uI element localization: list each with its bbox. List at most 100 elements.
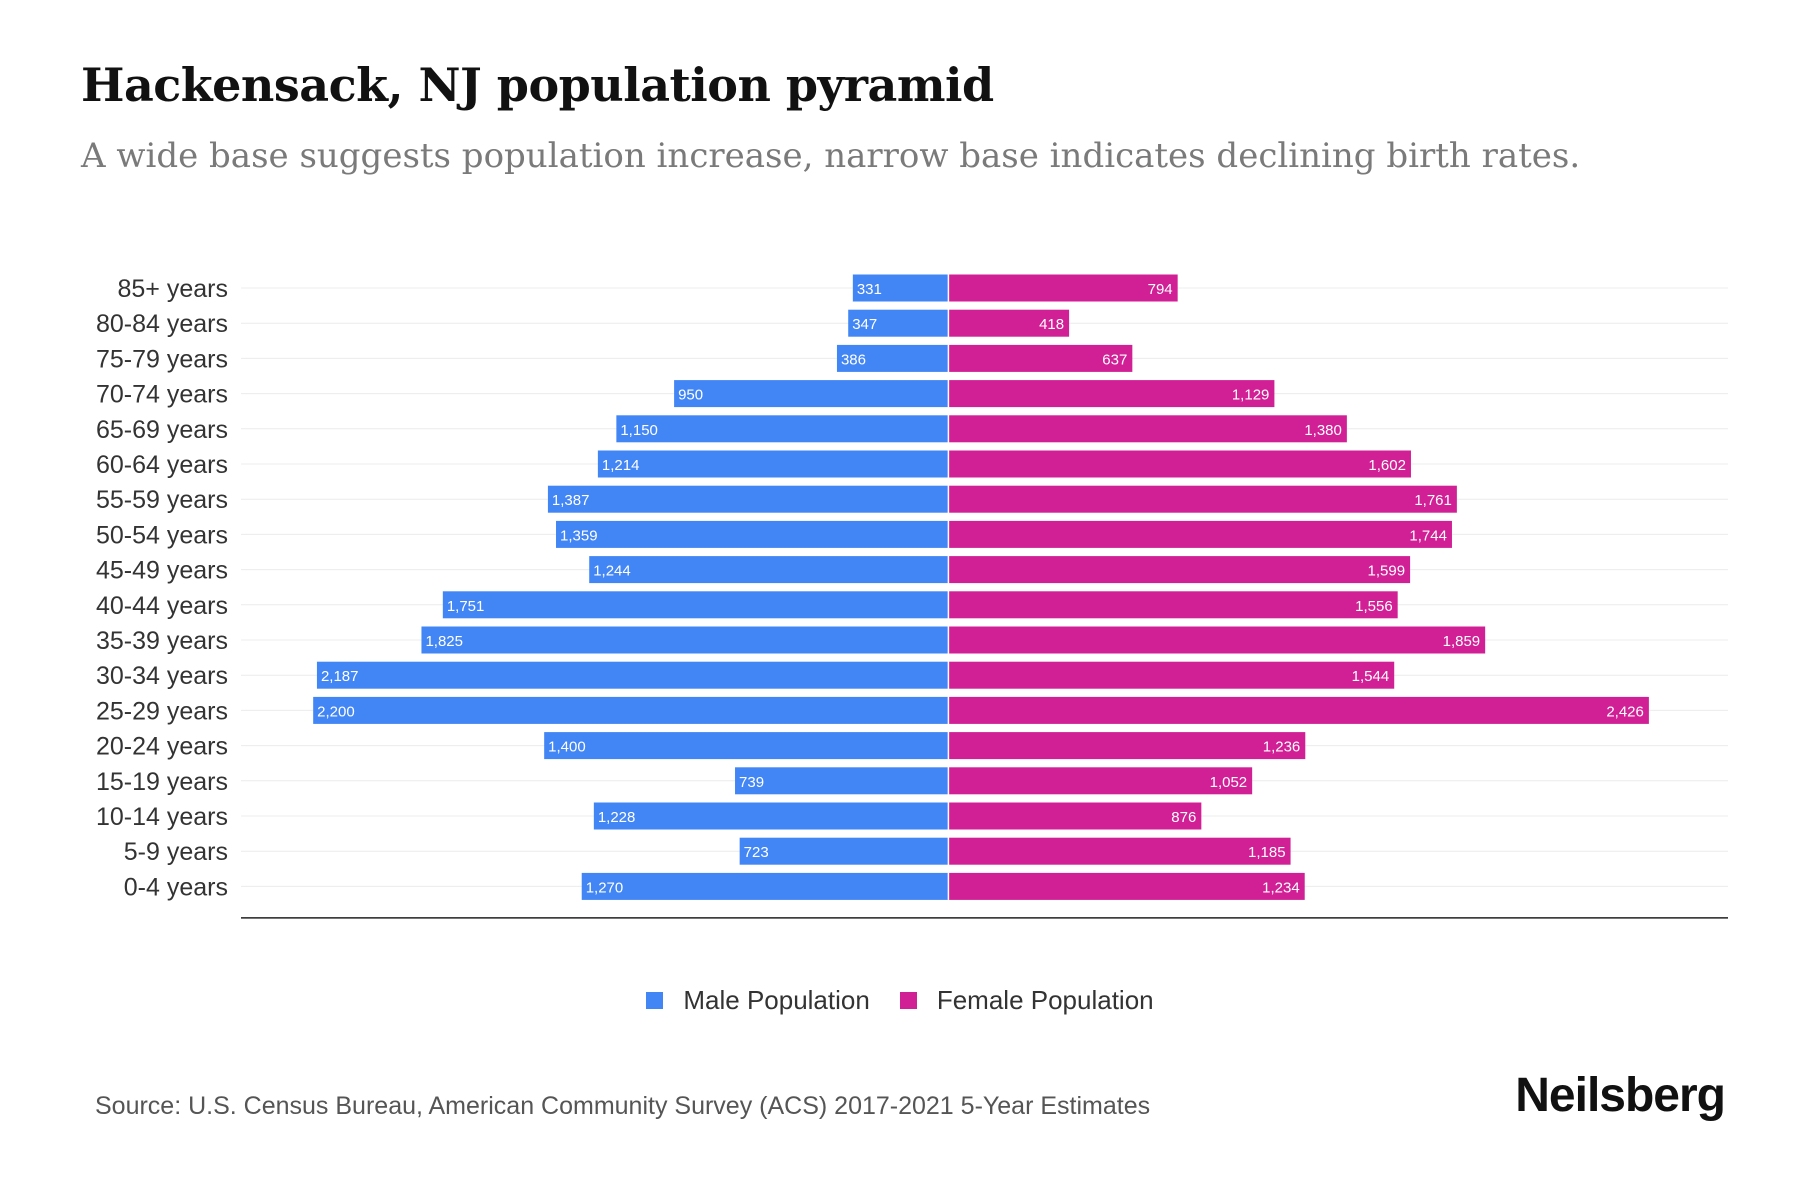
chart-legend: Male Population Female Population bbox=[0, 985, 1800, 1016]
male-bar bbox=[544, 732, 949, 760]
female-bar bbox=[948, 415, 1347, 443]
male-bar bbox=[547, 485, 949, 513]
male-bar bbox=[581, 872, 949, 900]
female-value-label: 2,426 bbox=[1606, 703, 1644, 720]
chart-title: Hackensack, NJ population pyramid bbox=[81, 58, 994, 112]
male-bar bbox=[836, 344, 949, 372]
male-value-label: 1,825 bbox=[425, 633, 463, 650]
female-bar bbox=[948, 450, 1411, 478]
female-bar bbox=[948, 556, 1411, 584]
male-value-label: 2,187 bbox=[321, 668, 359, 685]
male-value-label: 1,751 bbox=[447, 598, 485, 615]
male-bar bbox=[421, 626, 949, 654]
category-label: 10-14 years bbox=[96, 803, 228, 831]
category-label: 60-64 years bbox=[96, 451, 228, 479]
male-bar bbox=[852, 274, 949, 302]
male-value-label: 1,244 bbox=[593, 563, 631, 580]
chart-subtitle: A wide base suggests population increase… bbox=[81, 136, 1581, 176]
male-bar bbox=[313, 696, 949, 724]
category-label: 30-34 years bbox=[96, 662, 228, 690]
male-bar bbox=[556, 520, 949, 548]
female-bar bbox=[948, 485, 1457, 513]
female-value-label: 1,859 bbox=[1443, 633, 1481, 650]
male-bar bbox=[735, 767, 949, 795]
female-value-label: 1,380 bbox=[1304, 422, 1342, 439]
male-bar bbox=[674, 380, 949, 408]
female-value-label: 637 bbox=[1102, 351, 1127, 368]
female-bar bbox=[948, 696, 1649, 724]
female-value-label: 1,602 bbox=[1368, 457, 1406, 474]
male-value-label: 723 bbox=[744, 844, 769, 861]
category-label: 20-24 years bbox=[96, 733, 228, 761]
female-value-label: 418 bbox=[1039, 316, 1064, 333]
female-bar bbox=[948, 837, 1291, 865]
category-label: 40-44 years bbox=[96, 592, 228, 620]
legend-item-female[interactable]: Female Population bbox=[899, 985, 1154, 1016]
male-bar bbox=[589, 556, 949, 584]
male-value-label: 739 bbox=[739, 774, 764, 791]
male-bar bbox=[442, 591, 949, 619]
source-note: Source: U.S. Census Bureau, American Com… bbox=[95, 1092, 1151, 1120]
category-label: 45-49 years bbox=[96, 557, 228, 585]
category-label: 0-4 years bbox=[124, 873, 228, 901]
female-bar bbox=[948, 344, 1133, 372]
female-bar bbox=[948, 274, 1178, 302]
male-bar bbox=[616, 415, 949, 443]
legend-swatch-female bbox=[899, 992, 917, 1009]
female-value-label: 1,761 bbox=[1414, 492, 1452, 509]
female-bar bbox=[948, 767, 1253, 795]
male-value-label: 1,150 bbox=[620, 422, 658, 439]
male-value-label: 950 bbox=[678, 387, 703, 404]
male-value-label: 1,387 bbox=[552, 492, 590, 509]
category-label: 55-59 years bbox=[96, 486, 228, 514]
male-value-label: 1,228 bbox=[598, 809, 636, 826]
male-value-label: 386 bbox=[841, 351, 866, 368]
female-value-label: 1,744 bbox=[1409, 527, 1447, 544]
legend-swatch-male bbox=[646, 992, 664, 1009]
brand-logo[interactable]: Neilsberg bbox=[1515, 1069, 1726, 1122]
female-value-label: 1,236 bbox=[1263, 739, 1301, 756]
category-label: 85+ years bbox=[118, 275, 229, 303]
female-value-label: 1,234 bbox=[1262, 879, 1300, 896]
female-bar bbox=[948, 591, 1398, 619]
male-value-label: 1,214 bbox=[602, 457, 640, 474]
female-bar bbox=[948, 661, 1395, 689]
female-bar bbox=[948, 872, 1305, 900]
category-label: 65-69 years bbox=[96, 416, 228, 444]
male-bar bbox=[848, 309, 949, 337]
category-label: 35-39 years bbox=[96, 627, 228, 655]
female-value-label: 876 bbox=[1171, 809, 1196, 826]
female-bar bbox=[948, 802, 1202, 830]
male-value-label: 1,359 bbox=[560, 527, 598, 544]
legend-label-male: Male Population bbox=[683, 985, 870, 1015]
population-pyramid-chart: 85+ years 80-84 years 75-79 years 70-74 yea… bbox=[96, 274, 1728, 919]
legend-item-male[interactable]: Male Population bbox=[646, 985, 870, 1016]
category-label: 75-79 years bbox=[96, 345, 228, 373]
female-value-label: 1,052 bbox=[1210, 774, 1248, 791]
male-bar bbox=[739, 837, 949, 865]
male-value-label: 1,270 bbox=[586, 879, 624, 896]
male-value-label: 347 bbox=[852, 316, 877, 333]
female-value-label: 1,185 bbox=[1248, 844, 1286, 861]
category-label: 80-84 years bbox=[96, 310, 228, 338]
female-bar bbox=[948, 732, 1306, 760]
male-value-label: 1,400 bbox=[548, 739, 586, 756]
category-label: 50-54 years bbox=[96, 521, 228, 549]
female-value-label: 1,544 bbox=[1352, 668, 1390, 685]
female-bar bbox=[948, 520, 1452, 548]
male-bar bbox=[597, 450, 949, 478]
female-bar bbox=[948, 309, 1070, 337]
male-bar bbox=[593, 802, 949, 830]
female-value-label: 1,129 bbox=[1232, 387, 1270, 404]
category-label: 25-29 years bbox=[96, 697, 228, 725]
category-label: 70-74 years bbox=[96, 381, 228, 409]
female-bar bbox=[948, 380, 1275, 408]
legend-label-female: Female Population bbox=[936, 985, 1154, 1015]
female-value-label: 1,599 bbox=[1368, 563, 1406, 580]
female-bar bbox=[948, 626, 1486, 654]
category-label: 5-9 years bbox=[124, 838, 228, 866]
male-bar bbox=[316, 661, 949, 689]
category-label: 15-19 years bbox=[96, 768, 228, 796]
female-value-label: 794 bbox=[1148, 281, 1173, 298]
female-value-label: 1,556 bbox=[1355, 598, 1393, 615]
